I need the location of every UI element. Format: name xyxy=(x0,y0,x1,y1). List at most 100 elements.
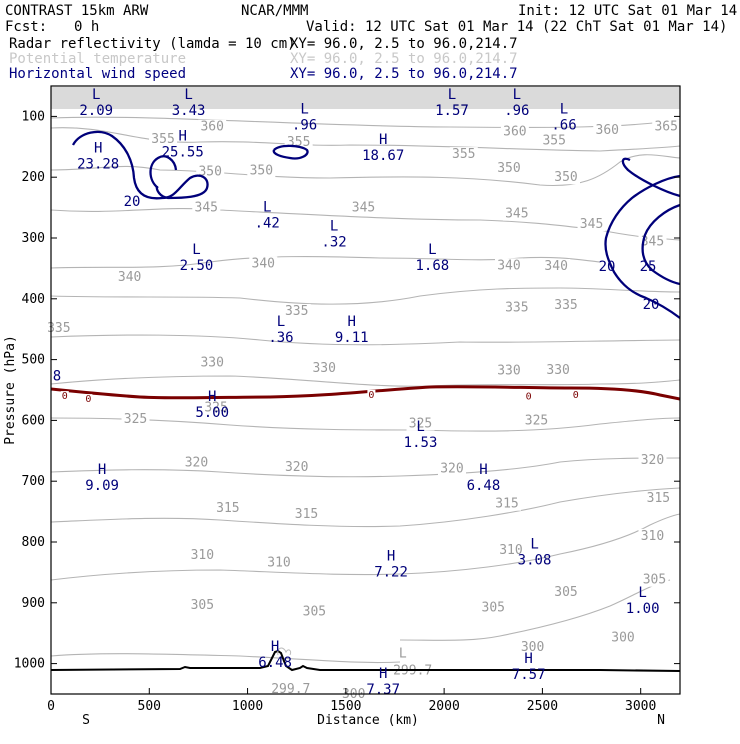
theta-label-bg xyxy=(449,147,478,162)
header-fcst-label: Fcst: xyxy=(5,19,47,35)
theta-label-bg xyxy=(149,131,178,146)
theta-label: 345 xyxy=(641,235,664,250)
x-axis-end-right: N xyxy=(657,713,665,728)
y-tick-label: 800 xyxy=(22,535,45,550)
theta-label: 340 xyxy=(497,258,520,273)
theta-label: 330 xyxy=(546,363,569,378)
theta-label-bg xyxy=(502,300,531,315)
theta-label-bg xyxy=(522,413,551,428)
theta-contour-360 xyxy=(51,116,680,129)
theta-contour-350 xyxy=(51,154,680,187)
wind-extremum-kind: L xyxy=(428,242,436,258)
wind-extremum-kind: H xyxy=(379,132,387,148)
theta-label-bg xyxy=(115,269,144,284)
theta-label-bg xyxy=(406,416,435,431)
theta-label: 310 xyxy=(499,543,522,558)
theta-label-bg xyxy=(540,133,569,148)
wind-extremum-kind: L xyxy=(263,200,271,216)
wind-extremum-kind: H xyxy=(524,651,532,667)
theta-label: 355 xyxy=(151,132,174,147)
theta-label: 340 xyxy=(118,270,141,285)
terrain-line xyxy=(51,649,680,672)
wind-extremum-value: .42 xyxy=(255,216,280,232)
theta-label: 315 xyxy=(216,501,239,516)
theta-label-bg xyxy=(479,600,508,615)
wind-extremum-value: 3.08 xyxy=(518,552,552,568)
field-xy-wind: XY= 96.0, 2.5 to 96.0,214.7 xyxy=(290,66,518,82)
theta-label: 345 xyxy=(352,201,375,216)
wind-contour-small-cell xyxy=(272,144,309,160)
wind-contours xyxy=(71,130,680,319)
theta-label-bg xyxy=(502,206,531,221)
x-axis-label: Distance (km) xyxy=(317,713,419,728)
theta-contour-335 xyxy=(51,287,680,305)
wind-extremum-kind: L xyxy=(192,242,200,258)
wind-extremum-value: 2.50 xyxy=(180,258,214,274)
theta-label: 335 xyxy=(47,321,70,336)
wind-extremum-kind: L xyxy=(560,102,568,118)
theta-label: 315 xyxy=(647,491,670,506)
wind-extremum-value: .96 xyxy=(504,103,529,119)
wind-extremum-kind: H xyxy=(387,548,395,564)
wind-extremum-kind: H xyxy=(271,639,279,655)
y-axis-label: Pressure (hPa) xyxy=(3,335,18,445)
theta-label: 325 xyxy=(204,401,227,416)
theta-label-bg xyxy=(551,170,580,185)
theta-dense-upper-contours xyxy=(51,87,680,109)
theta-label-bg xyxy=(644,491,673,506)
wind-extremum-kind: H xyxy=(178,128,186,144)
theta-label-bg xyxy=(213,500,242,515)
reflectivity-label: 0 xyxy=(573,390,579,401)
theta-label: 335 xyxy=(505,300,528,315)
theta-label-bg xyxy=(494,363,523,378)
y-tick-label: 600 xyxy=(22,413,45,428)
field-name-wind: Horizontal wind speed xyxy=(9,66,186,82)
header-org: NCAR/MMM xyxy=(241,3,308,19)
theta-label: 305 xyxy=(303,604,326,619)
wind-extremum-value: 25.55 xyxy=(162,144,204,160)
wind-extremum-kind: L xyxy=(530,536,538,552)
theta-label-bg xyxy=(249,256,278,271)
x-tick-label: 3000 xyxy=(625,699,656,714)
theta-label-bg xyxy=(640,572,669,587)
left-edge-label: 8 xyxy=(53,369,61,385)
wind-extremum-kind: L xyxy=(638,585,646,601)
reflectivity-label-bg xyxy=(367,389,376,400)
theta-label-bg xyxy=(282,460,311,475)
wind-extremum-value: 6.48 xyxy=(467,478,501,494)
terrain-profile xyxy=(51,647,680,672)
theta-label: 360 xyxy=(503,125,526,140)
theta-label-bg xyxy=(182,455,211,470)
theta-label: 330 xyxy=(200,356,223,371)
wind-extremum-kind: H xyxy=(94,141,102,157)
theta-label-bg xyxy=(121,412,150,427)
theta-contour-300 xyxy=(399,579,671,641)
wind-contour-labels: 20 20 25 20 xyxy=(124,194,660,313)
reflectivity-label-bg xyxy=(571,389,580,400)
theta-label-bg xyxy=(188,547,217,562)
theta-label: 350 xyxy=(250,164,273,179)
theta-label-bg xyxy=(638,452,667,467)
theta-label-bg xyxy=(542,258,571,273)
theta-label-bg xyxy=(593,122,622,137)
theta-label: 350 xyxy=(497,161,520,176)
field-xy-reflectivity: XY= 96.0, 2.5 to 96.0,214.7 xyxy=(290,36,518,52)
wind-extremum-kind: L xyxy=(277,314,285,330)
x-tick-label: 0 xyxy=(47,699,55,714)
x-tick-label: 1500 xyxy=(330,699,361,714)
reflectivity-label-bg xyxy=(84,394,93,405)
wind-extremum-value: 6.48 xyxy=(258,655,292,671)
plot-frame xyxy=(50,85,681,695)
y-tick-label: 100 xyxy=(22,109,45,124)
wind-contour-left-jet xyxy=(71,130,209,200)
theta-label: 340 xyxy=(252,257,275,272)
wind-extremum-value: 9.09 xyxy=(85,478,119,494)
wind-extremum-value: 23.28 xyxy=(77,157,119,173)
theta-label-bg xyxy=(496,542,525,557)
wind-extremum-value: .32 xyxy=(321,234,346,250)
theta-label: 360 xyxy=(200,120,223,135)
theta-contour-305 xyxy=(51,513,680,581)
theta-contour-320 xyxy=(51,417,680,432)
